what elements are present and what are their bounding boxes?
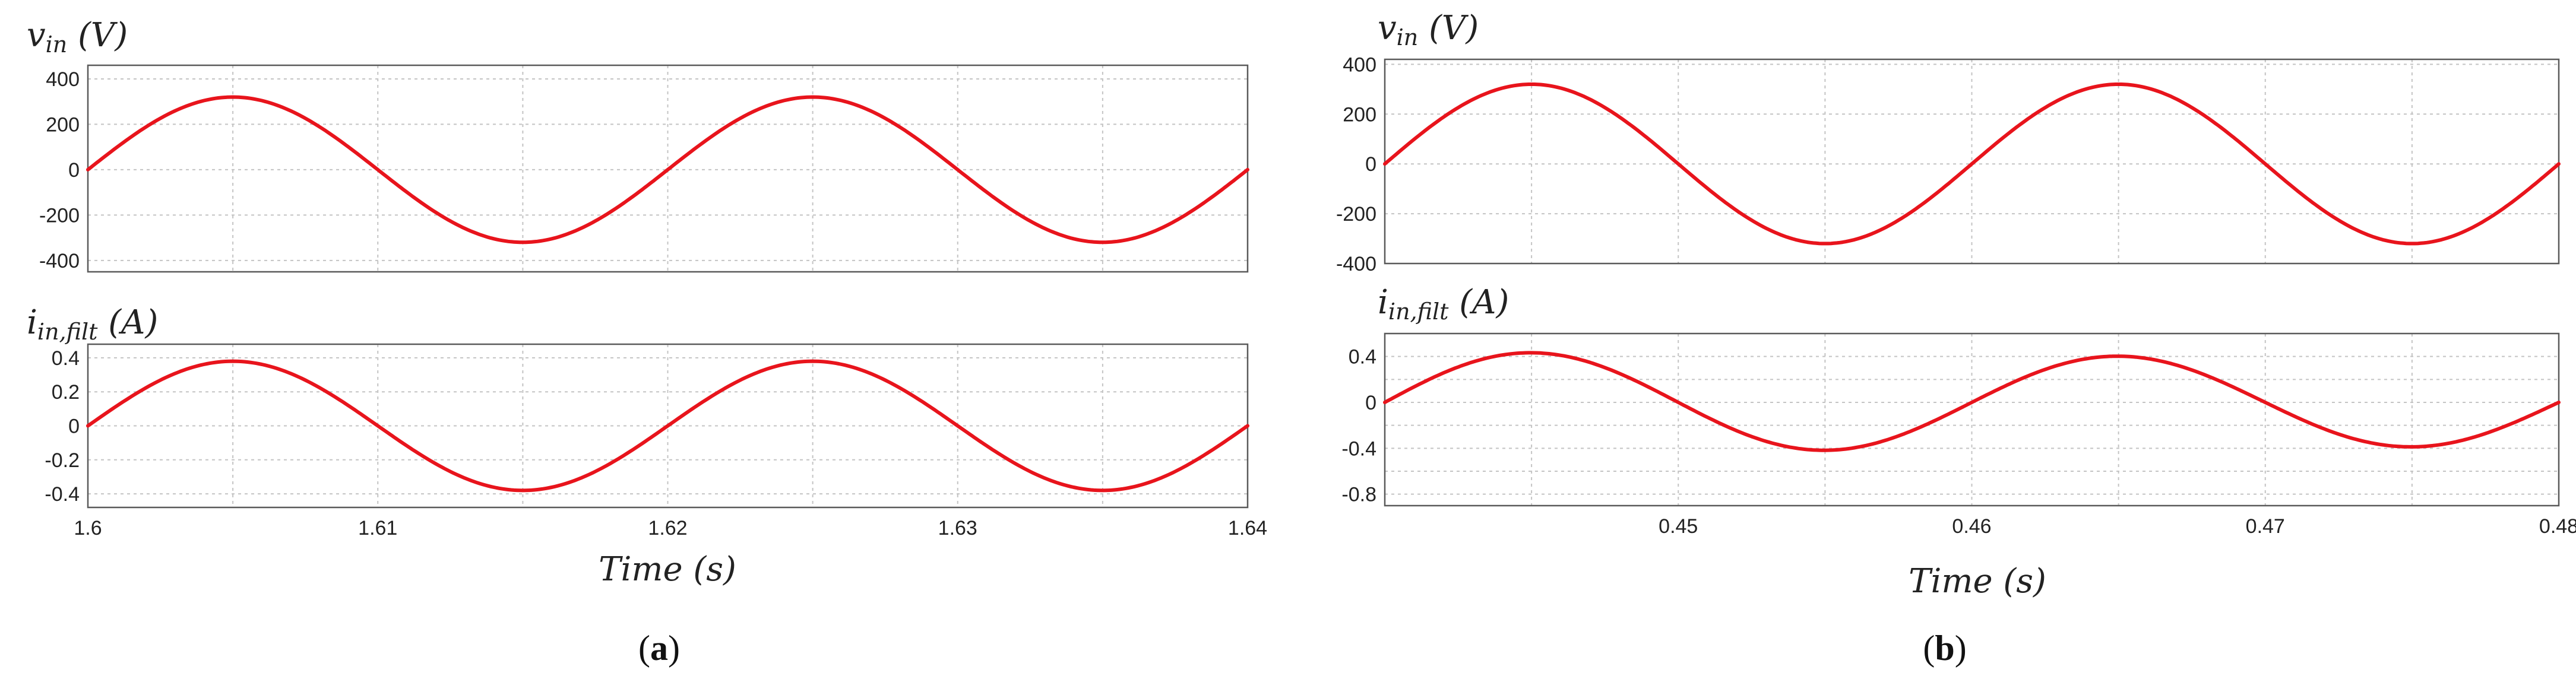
chart-a-vin-y-tick-label: -200 (39, 204, 80, 227)
chart-a-iin-y-tick-label: 0 (68, 415, 80, 438)
chart-a-vin-title: vin (V) (27, 16, 128, 58)
chart-b-iin-y-tick-label: 0.4 (1349, 346, 1376, 369)
chart-b-vin-y-tick-label: 200 (1343, 103, 1376, 126)
chart-b-iin-x-tick-labels: 0.45 0.46 0.47 0.48 (1659, 515, 2576, 538)
chart-a-iin: iin,filt (A) 0.4 0.2 0 -0.2 -0.4 1.6 1.61 1.62… (27, 303, 1267, 589)
chart-b-vin-series-line (1383, 82, 2561, 246)
chart-b-iin-frame (1384, 332, 2560, 507)
chart-a-iin-y-tick-label: 0.4 (52, 347, 80, 370)
chart-a-iin-y-tick-label: -0.2 (45, 449, 80, 472)
chart-b-vin-grid (1385, 59, 2559, 264)
chart-a-iin-y-tick-labels: 0.4 0.2 0 -0.2 -0.4 (45, 347, 80, 506)
chart-a-vin-y-tick-label: 400 (46, 68, 80, 91)
chart-b-vin-y-tick-label: -400 (1336, 253, 1376, 275)
chart-b-iin-grid (1385, 334, 2559, 506)
chart-b-x-axis-label: Time (s) (1909, 562, 2046, 601)
chart-b-iin-title: iin,filt (A) (1378, 283, 1509, 325)
chart-a-iin-x-tick-label: 1.64 (1228, 517, 1267, 539)
chart-b-iin-y-tick-label: -0.4 (1341, 437, 1376, 460)
chart-b-vin-frame (1384, 58, 2560, 265)
chart-a-vin-y-tick-label: 200 (46, 113, 80, 136)
chart-a-vin: vin (V) 400 200 0 -200 -400 (27, 16, 1249, 273)
chart-a-iin-x-tick-label: 1.63 (938, 517, 977, 539)
chart-b-vin-y-tick-labels: 400 200 0 -200 -400 (1336, 53, 1376, 275)
chart-a-iin-y-tick-label: 0.2 (52, 381, 80, 404)
chart-a-iin-x-tick-label: 1.6 (74, 517, 102, 539)
chart-b-iin-y-tick-labels: 0.4 0 -0.4 -0.8 (1341, 346, 1376, 506)
caption-b: (b) (1923, 628, 1966, 668)
chart-b-vin-y-tick-label: 0 (1365, 153, 1376, 176)
chart-b-iin-x-tick-label: 0.48 (2539, 515, 2576, 538)
chart-a-vin-y-tick-labels: 400 200 0 -200 -400 (39, 68, 80, 272)
chart-b-iin: iin,filt (A) 0.40-0.4-0.8 0.45 0.46 0.47 0.… (1341, 283, 2576, 601)
chart-b-iin-y-tick-label: -0.8 (1341, 484, 1376, 506)
chart-b-iin-y-tick-label: 0 (1365, 392, 1376, 414)
chart-b-vin-title: vin (V) (1378, 9, 1479, 50)
chart-a-iin-y-tick-label: -0.4 (45, 483, 80, 506)
chart-b-iin-x-tick-label: 0.46 (1952, 515, 1991, 538)
chart-b-iin-x-tick-label: 0.45 (1659, 515, 1698, 538)
chart-a-vin-grid (88, 65, 1248, 272)
chart-a-iin-series-line (86, 359, 1249, 493)
chart-b-vin-y-tick-label: -200 (1336, 203, 1376, 226)
chart-a-x-axis-label: Time (s) (599, 550, 736, 589)
chart-b-iin-series-line (1383, 351, 2561, 452)
chart-b-vin-y-tick-label: 400 (1343, 53, 1376, 76)
chart-a-vin-y-tick-label: 0 (68, 159, 80, 182)
chart-a-iin-grid (88, 344, 1248, 507)
chart-b-vin: vin (V) 400 200 0 -200 -400 (1336, 9, 2561, 275)
chart-a-iin-x-tick-labels: 1.6 1.61 1.62 1.63 1.64 (74, 517, 1267, 539)
chart-a-iin-x-tick-label: 1.61 (358, 517, 397, 539)
chart-a-vin-y-tick-label: -400 (39, 250, 80, 272)
caption-a: (a) (638, 628, 680, 668)
chart-b-iin-x-tick-label: 0.47 (2246, 515, 2285, 538)
chart-a-iin-title: iin,filt (A) (27, 303, 158, 345)
chart-a-vin-series-line (86, 95, 1249, 245)
chart-a-iin-x-tick-label: 1.62 (648, 517, 687, 539)
